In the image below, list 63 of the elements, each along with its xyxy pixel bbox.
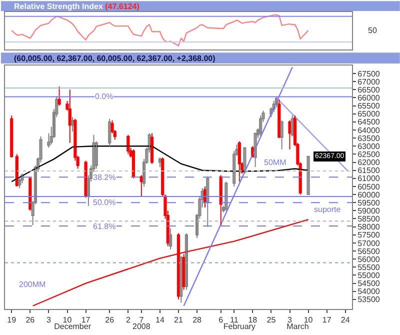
y-tick-label: 63000 (358, 142, 380, 151)
x-tick-label: 3 (288, 316, 293, 325)
y-tick-label: 53500 (358, 295, 380, 304)
y-tick-label: 56000 (358, 254, 380, 264)
x2-tick-label: 2008 (132, 322, 151, 331)
x2-tick-label: March (286, 322, 309, 331)
x-tick-label: 10 (62, 316, 72, 325)
annotation: 50.0% (93, 198, 116, 207)
annotation: 61.8% (93, 222, 116, 231)
candlestick (306, 156, 310, 195)
y-tick-label: 65500 (358, 102, 380, 111)
x-tick-label: 24 (340, 316, 350, 325)
text: 50 (368, 26, 378, 35)
y-tick-label: 65000 (358, 110, 380, 119)
y-tick-label: 56500 (358, 246, 380, 256)
annotation: 200MM (19, 280, 46, 289)
annotation: 0.0% (95, 92, 114, 101)
x-tick-label: 3 (46, 316, 52, 325)
y-tick-label: 66000 (358, 94, 380, 103)
x-tick-label: 2 (126, 316, 131, 325)
chart-title: (60,005.00, 62,367.00, 60,005.00, 62,367.00, +2,368.00) (14, 54, 216, 63)
x-tick-label: 18 (248, 316, 258, 325)
chart-subtitle: (47.6124) (105, 2, 140, 11)
x2-tick-label: February (223, 322, 256, 331)
x-tick-label: 21 (174, 316, 184, 325)
x2-tick-label: December (54, 322, 92, 331)
y-tick-label: 58000 (358, 222, 380, 232)
y-tick-label: 54500 (358, 279, 380, 288)
y-tick-label: 64000 (358, 126, 380, 135)
y-tick-label: 61500 (358, 166, 380, 176)
annotation: 38.2% (93, 173, 116, 182)
y-tick-label: 55000 (358, 271, 380, 280)
x-tick-label: 6 (218, 316, 224, 325)
y-tick-label: 57500 (358, 230, 380, 240)
y-tick-label: 61000 (358, 174, 380, 184)
y-tick-label: 60500 (358, 182, 380, 192)
y-tick-label: 55500 (358, 262, 380, 272)
y-tick-label: 59000 (358, 206, 380, 216)
y-tick-label: 67500 (358, 69, 380, 78)
x-tick-label: 10 (304, 316, 314, 325)
x-tick-label: 26 (26, 316, 36, 325)
x-tick-label: 25 (266, 316, 276, 325)
y-tick-label: 62000 (358, 158, 380, 168)
y-tick-label: 67000 (358, 77, 380, 86)
y-tick-label: 54000 (358, 287, 380, 296)
x-tick-label: 17 (322, 316, 332, 325)
chart-title: Relative Strength Index (14, 2, 103, 11)
y-tick-label: 66500 (358, 85, 380, 94)
x-tick-label: 26 (105, 316, 115, 325)
x-tick-label: 14 (156, 316, 165, 325)
x-tick-label: 28 (192, 316, 202, 325)
y-tick-label: 59500 (358, 198, 380, 208)
y-tick-label: 57000 (358, 238, 380, 248)
x-tick-label: 7 (139, 316, 144, 325)
x-tick-label: 19 (7, 316, 17, 325)
x-tick-label: 17 (81, 316, 91, 325)
y-tick-label: 62500 (358, 150, 380, 160)
y-tick-label: 63500 (358, 134, 380, 143)
annotation: suporte (314, 205, 342, 214)
y-tick-label: 64500 (358, 118, 380, 127)
y-tick-label: 58500 (358, 214, 380, 224)
annotation: 50MM (264, 158, 287, 167)
y-tick-label: 60000 (358, 190, 380, 200)
